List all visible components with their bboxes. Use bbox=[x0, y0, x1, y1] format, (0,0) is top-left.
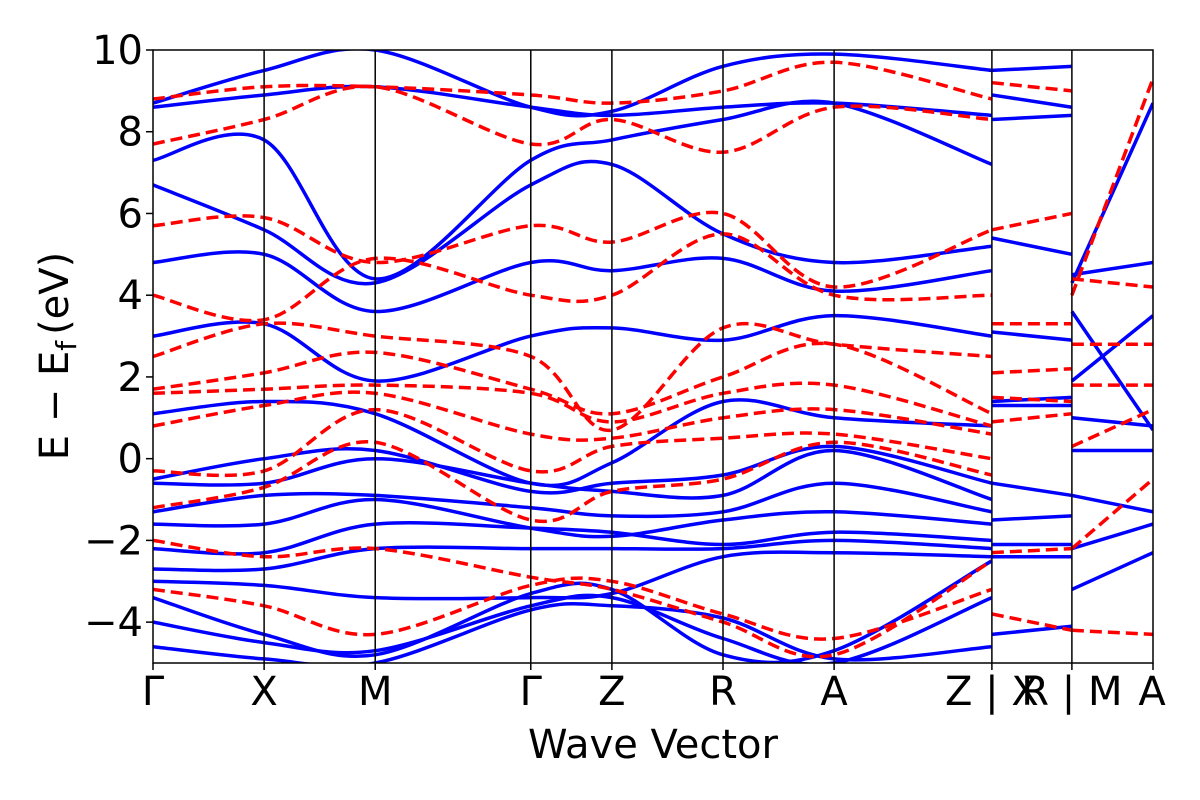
solid-band-30 bbox=[1071, 522, 1153, 551]
solid-band-28 bbox=[991, 64, 1072, 73]
y-tick-label-6: 8 bbox=[118, 110, 143, 156]
solid-band-31 bbox=[1071, 493, 1153, 514]
solid-band-37 bbox=[1071, 260, 1153, 277]
y-axis-label-main: E − E bbox=[32, 351, 78, 461]
dashed-band-8 bbox=[153, 232, 992, 323]
dashed-band-4 bbox=[153, 390, 993, 442]
dashed-band-18 bbox=[991, 211, 1073, 232]
dashed-band-10 bbox=[153, 84, 993, 154]
solid-band-3 bbox=[153, 550, 992, 601]
solid-band-13 bbox=[153, 159, 993, 286]
dashed-band-3 bbox=[153, 407, 993, 478]
kpoint-lines bbox=[263, 50, 1073, 663]
x-tick-label-7: Z | X bbox=[945, 669, 1039, 715]
dashed-band-14 bbox=[991, 411, 1073, 424]
x-tick-label-1: X bbox=[250, 669, 277, 715]
dashed-band-9 bbox=[153, 210, 993, 289]
dashed-band-22 bbox=[1071, 408, 1153, 449]
y-tick-label-1: −2 bbox=[84, 518, 143, 564]
x-tick-label-3: Γ bbox=[520, 669, 543, 715]
x-tick-label-9: A bbox=[1138, 669, 1166, 715]
dashed-band-16 bbox=[991, 367, 1072, 375]
solid-band-27 bbox=[991, 93, 1073, 109]
y-tick-label-7: 10 bbox=[92, 28, 143, 74]
solid-band-36 bbox=[1070, 102, 1153, 284]
y-tick-label-5: 6 bbox=[118, 191, 143, 237]
x-tick-label-4: Z bbox=[598, 669, 625, 715]
y-tick-label-4: 4 bbox=[118, 273, 143, 319]
dashed-band-2 bbox=[153, 440, 993, 524]
solid-band-34 bbox=[1070, 314, 1153, 383]
y-tick-label-3: 2 bbox=[118, 355, 143, 401]
dashed-band-15 bbox=[991, 395, 1072, 404]
solid-band-24 bbox=[991, 330, 1073, 342]
dashed-band-21 bbox=[1070, 477, 1153, 550]
solid-band-1 bbox=[153, 593, 993, 663]
solid-band-33 bbox=[1071, 416, 1153, 428]
solid-band-20 bbox=[991, 514, 1072, 522]
x-axis: Γ X M Γ Z R A Z | XR | M A bbox=[142, 663, 1166, 715]
dashed-band-1 bbox=[153, 538, 993, 659]
solid-band-21 bbox=[991, 481, 1073, 498]
y-axis: −4 −2 0 2 4 6 8 10 bbox=[84, 28, 153, 646]
dashed-band-13 bbox=[991, 546, 1072, 555]
dashed-band-12 bbox=[991, 612, 1073, 633]
y-tick-label-2: 0 bbox=[118, 437, 143, 483]
dashed-band-20 bbox=[1071, 628, 1153, 637]
dashed-band-25 bbox=[1071, 277, 1153, 289]
y-axis-label-unit: (eV) bbox=[32, 252, 78, 335]
x-tick-label-6: A bbox=[820, 669, 848, 715]
dashed-band-7 bbox=[153, 321, 993, 432]
y-tick-label-0: −4 bbox=[84, 600, 143, 646]
dashed-band-19 bbox=[991, 80, 1073, 93]
dashed-band-11 bbox=[153, 60, 993, 105]
y-axis-label: E − Ef (eV) bbox=[32, 252, 83, 461]
x-tick-label-0: Γ bbox=[142, 669, 165, 715]
x-tick-label-2: M bbox=[358, 669, 393, 715]
bands-layer bbox=[153, 50, 1153, 663]
plot-frame bbox=[152, 49, 1154, 664]
x-axis-label: Wave Vector bbox=[528, 722, 779, 768]
solid-band-26 bbox=[991, 113, 1072, 122]
solid-band-14 bbox=[153, 99, 993, 281]
solid-band-17 bbox=[991, 624, 1073, 637]
solid-band-35 bbox=[1070, 310, 1153, 432]
y-axis-label-sub: f bbox=[50, 340, 83, 351]
x-tick-label-8: R | M bbox=[1021, 669, 1122, 715]
solid-band-29 bbox=[1071, 551, 1153, 592]
dashed-band-26 bbox=[1070, 77, 1153, 296]
solid-band-25 bbox=[991, 236, 1073, 257]
x-tick-label-5: R bbox=[709, 669, 737, 715]
solid-band-2 bbox=[153, 559, 993, 663]
